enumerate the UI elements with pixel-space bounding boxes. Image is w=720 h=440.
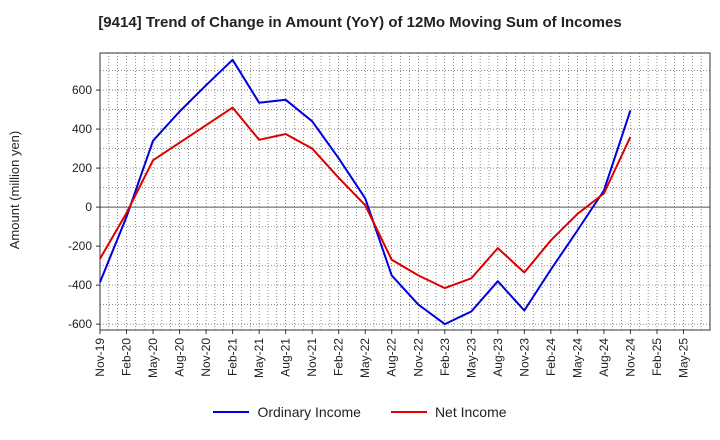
y-tick-label: 0 (85, 200, 92, 214)
x-tick-label: Feb-23 (438, 338, 452, 376)
chart-title: [9414] Trend of Change in Amount (YoY) o… (98, 14, 622, 31)
x-tick-label: May-21 (252, 338, 266, 378)
y-tick-label: 600 (72, 83, 92, 97)
legend: Ordinary Income Net Income (0, 404, 720, 420)
x-tick-label: Feb-20 (120, 338, 134, 376)
series-lines (99, 58, 632, 326)
legend-item-net-income: Net Income (390, 404, 507, 420)
x-tick-label: Nov-19 (93, 338, 107, 377)
x-tick-label: May-23 (464, 338, 478, 378)
x-tick-label: Aug-24 (597, 338, 611, 377)
tick-labels: -600 -400 -200 0 200 400 600 Nov-19 Feb-20 May-20… (68, 83, 691, 378)
x-tick-label: May-25 (676, 338, 690, 378)
x-tick-label: Aug-23 (491, 338, 505, 377)
x-tick-label: Aug-22 (385, 338, 399, 377)
x-tick-label: Nov-22 (411, 338, 425, 377)
grid (99, 53, 711, 330)
legend-swatch-net-income (390, 411, 427, 413)
x-tick-label: Nov-23 (517, 338, 531, 377)
legend-label-ordinary-income: Ordinary Income (257, 404, 361, 420)
x-tick-label: Nov-21 (305, 338, 319, 377)
x-tick-label: Aug-20 (173, 338, 187, 377)
axes (96, 52, 711, 334)
x-tick-label: Nov-20 (199, 338, 213, 377)
y-tick-label: 200 (72, 161, 92, 175)
x-tick-label: Feb-25 (650, 338, 664, 376)
x-tick-label: Aug-21 (279, 338, 293, 377)
series-line-ordinary-income (99, 58, 632, 326)
y-tick-label: 400 (72, 122, 92, 136)
y-tick-label: -400 (68, 278, 92, 292)
x-tick-label: Feb-21 (226, 338, 240, 376)
legend-item-ordinary-income: Ordinary Income (213, 404, 361, 420)
series-line-net-income (99, 106, 632, 290)
x-tick-label: Feb-24 (544, 338, 558, 376)
x-tick-label: May-24 (570, 338, 584, 378)
x-tick-label: May-22 (358, 338, 372, 378)
x-tick-label: May-20 (146, 338, 160, 378)
x-tick-label: Feb-22 (332, 338, 346, 376)
y-axis-label: Amount (million yen) (7, 131, 22, 250)
legend-label-net-income: Net Income (434, 404, 507, 420)
x-tick-label: Nov-24 (623, 338, 637, 377)
y-tick-label: -200 (68, 239, 92, 253)
y-tick-label: -600 (68, 317, 92, 331)
plot-frame (99, 52, 711, 331)
legend-swatch-ordinary-income (213, 411, 250, 413)
